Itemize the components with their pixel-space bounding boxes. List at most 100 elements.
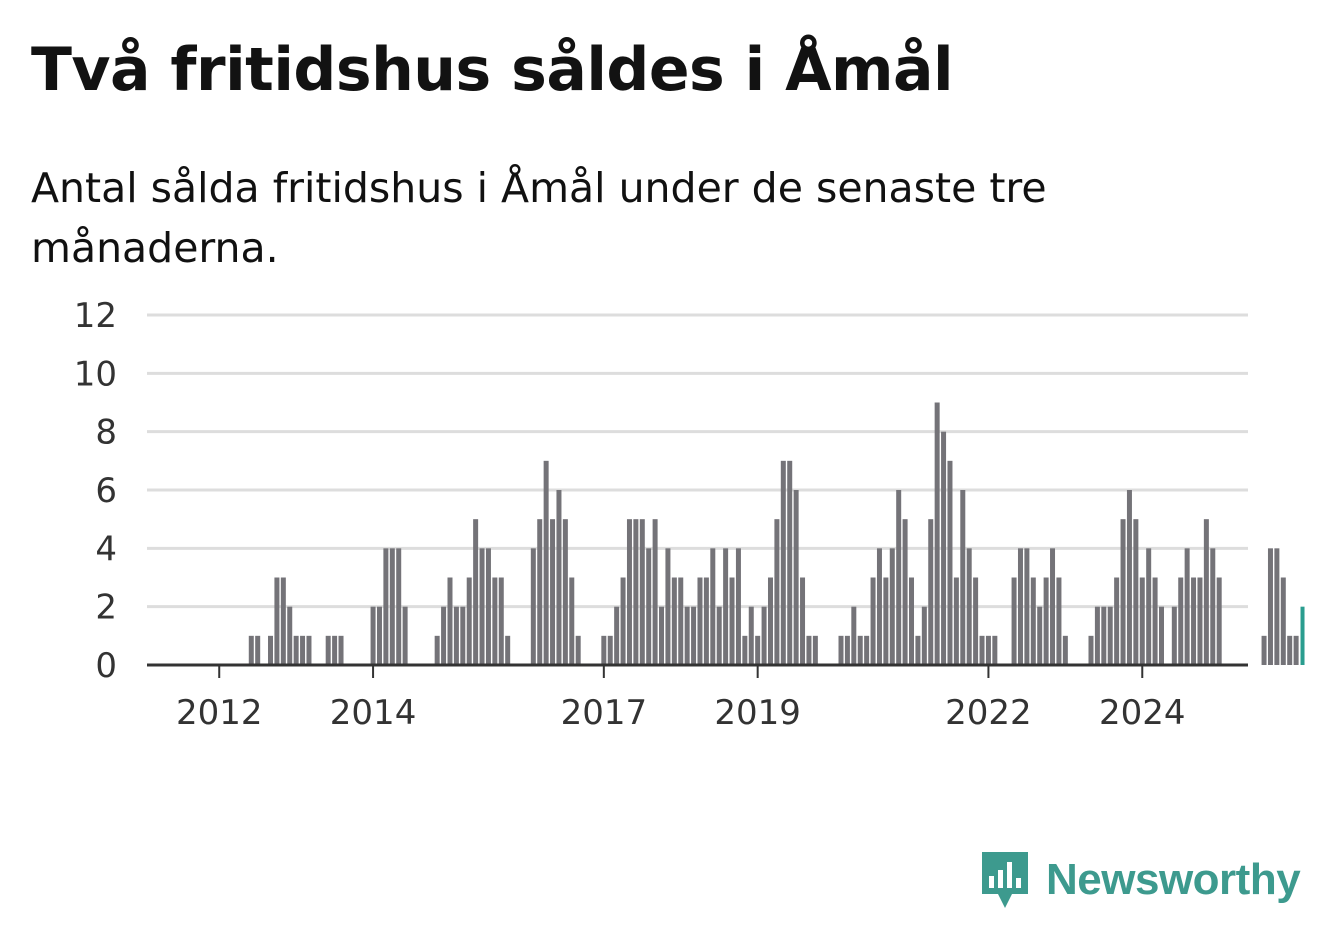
bar [806, 635, 812, 665]
bar [389, 548, 395, 665]
bar [1159, 606, 1164, 665]
bar [293, 635, 299, 665]
bar [473, 519, 479, 665]
bar [1261, 635, 1267, 665]
bar [1062, 635, 1068, 665]
bar [960, 490, 966, 665]
bar [793, 490, 799, 665]
bar [659, 606, 665, 665]
x-tick-label: 2019 [714, 693, 801, 733]
bar [441, 606, 447, 665]
bar [255, 635, 261, 665]
bar [447, 577, 453, 665]
bar [966, 548, 972, 665]
bar [864, 635, 870, 665]
bar [767, 577, 773, 665]
bar [479, 548, 485, 665]
bar [601, 635, 607, 665]
y-tick-label: 0 [95, 646, 117, 686]
bar [992, 635, 998, 665]
x-axis: 2012 2014 2017 2019 2022 2024 [147, 663, 1248, 733]
bar [1043, 577, 1049, 665]
bar [1178, 577, 1184, 665]
x-tick-label: 2022 [945, 693, 1032, 733]
bar-chart: 0 2 4 6 8 10 12 2012 2014 2017 2019 2022 2024 2 [74, 0, 1322, 733]
bar [466, 577, 472, 665]
bar [697, 577, 703, 665]
bar [1146, 548, 1152, 665]
bar [530, 548, 536, 665]
x-tick-label: 2024 [1099, 693, 1186, 733]
bar [1133, 519, 1139, 665]
bar [665, 548, 671, 665]
bar [434, 635, 440, 665]
bar [748, 606, 754, 665]
bar [902, 519, 908, 665]
bar [543, 460, 549, 665]
bar [934, 402, 940, 665]
bar [979, 635, 985, 665]
chart-subtitle: Antal sålda fritidshus i Åmål under de s… [31, 164, 1047, 272]
bar [716, 606, 722, 665]
bar [338, 635, 344, 665]
gridlines [147, 313, 1248, 609]
bar [1152, 577, 1158, 665]
bar [1094, 606, 1100, 665]
bar [1101, 606, 1107, 665]
bar [1120, 519, 1126, 665]
y-tick-label: 4 [95, 529, 117, 569]
bar [652, 519, 658, 665]
bar [1287, 635, 1293, 665]
bar [1056, 577, 1062, 665]
bar [671, 577, 677, 665]
bar [562, 519, 568, 665]
bar [710, 548, 716, 665]
bar [1030, 577, 1036, 665]
bar [492, 577, 498, 665]
bar [370, 606, 376, 665]
bar [703, 577, 709, 665]
bar [735, 548, 741, 665]
bar [537, 519, 543, 665]
bar [678, 577, 684, 665]
bar [844, 635, 850, 665]
bar [684, 606, 690, 665]
bar [851, 606, 857, 665]
bar [921, 606, 927, 665]
bar [396, 548, 402, 665]
bar [325, 635, 331, 665]
bar [1139, 577, 1145, 665]
bar [928, 519, 934, 665]
bar [1293, 635, 1299, 665]
bar [614, 606, 620, 665]
bar [774, 519, 780, 665]
bar [460, 606, 466, 665]
bar [889, 548, 895, 665]
bar [1191, 577, 1197, 665]
y-axis: 0 2 4 6 8 10 12 [74, 296, 117, 686]
bar [787, 460, 793, 665]
bar [268, 635, 274, 665]
bar [453, 606, 459, 665]
y-tick-label: 10 [74, 354, 117, 394]
bar [1024, 548, 1030, 665]
bar [761, 606, 767, 665]
brand-name: Newsworthy [1046, 855, 1301, 904]
bar [1050, 548, 1056, 665]
bar [1037, 606, 1043, 665]
bar [857, 635, 863, 665]
bar [646, 548, 652, 665]
bar [1107, 606, 1113, 665]
bar [953, 577, 959, 665]
bar [691, 606, 697, 665]
bar [729, 577, 735, 665]
bar [620, 577, 626, 665]
x-tick-label: 2017 [561, 693, 648, 733]
bar [947, 460, 953, 665]
x-tick-label: 2012 [176, 693, 263, 733]
bar [498, 577, 504, 665]
bar [742, 635, 748, 665]
bars [248, 402, 1305, 665]
bar [1216, 577, 1222, 665]
bar [1267, 548, 1273, 665]
